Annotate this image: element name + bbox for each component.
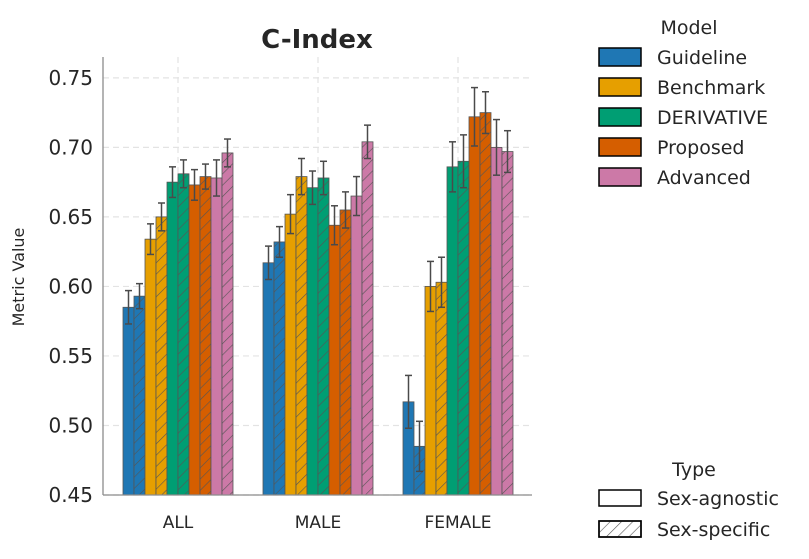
bar-hatch bbox=[134, 296, 145, 495]
y-tick-label: 0.70 bbox=[48, 135, 93, 159]
bar-proposed-all bbox=[188, 184, 201, 496]
bar-hatch bbox=[200, 176, 211, 496]
bar-advanced-female bbox=[490, 146, 503, 496]
bar-derivative-all bbox=[166, 181, 179, 496]
legend-label: Advanced bbox=[657, 167, 751, 189]
y-tick-label: 0.75 bbox=[48, 66, 93, 90]
legend-swatch-derivative bbox=[598, 107, 642, 127]
x-tick-label: FEMALE bbox=[424, 513, 491, 533]
error-bars bbox=[125, 86, 511, 473]
bar-proposed-male bbox=[328, 224, 341, 496]
bar-hatch bbox=[156, 216, 167, 495]
bar-proposed-female bbox=[468, 116, 481, 496]
legend-label: Benchmark bbox=[657, 77, 765, 99]
bar-hatch bbox=[480, 112, 491, 495]
y-tick-label: 0.45 bbox=[48, 483, 93, 507]
bar-guideline-male bbox=[262, 262, 275, 496]
legend-swatch-hatch bbox=[598, 520, 642, 538]
legend-swatch-proposed bbox=[598, 137, 642, 157]
bar-derivative-male bbox=[306, 187, 319, 496]
y-tick-label: 0.55 bbox=[48, 344, 93, 368]
bar-benchmark-all bbox=[144, 238, 157, 496]
bar-benchmark-female bbox=[424, 286, 437, 496]
legend-swatch-guideline bbox=[598, 47, 642, 67]
bar-hatch bbox=[340, 209, 351, 495]
chart-title: C-Index bbox=[261, 25, 373, 55]
bar-derivative-female bbox=[446, 166, 459, 496]
legend-label: Proposed bbox=[657, 137, 744, 159]
axes bbox=[102, 57, 532, 496]
legend-label: DERIVATIVE bbox=[657, 107, 768, 129]
bar-advanced-all bbox=[210, 177, 223, 496]
y-tick-label: 0.60 bbox=[48, 274, 93, 298]
legend-model-title: Model bbox=[660, 17, 717, 39]
y-tick-label: 0.50 bbox=[48, 413, 93, 437]
bar-hatch bbox=[502, 151, 513, 496]
bar-hatch bbox=[274, 241, 285, 495]
bar-benchmark-male bbox=[284, 213, 297, 496]
legend-swatch-type bbox=[598, 489, 642, 507]
x-tick-label: MALE bbox=[295, 513, 342, 533]
legend-label: Sex-agnostic bbox=[657, 488, 779, 510]
legend-type: Type Sex-agnostic Sex-specific bbox=[598, 459, 779, 541]
legend-type-title: Type bbox=[671, 459, 716, 481]
y-tick-label: 0.65 bbox=[48, 205, 93, 229]
legend-swatch-advanced bbox=[598, 167, 642, 187]
bar-advanced-male bbox=[350, 195, 363, 496]
legend-model: Model Guideline Benchmark DERIVATIVE Propos… bbox=[598, 17, 768, 189]
bar-hatch bbox=[222, 152, 233, 495]
legend-swatch-benchmark bbox=[598, 77, 642, 97]
legend-label: Guideline bbox=[657, 47, 747, 69]
tick-labels: 0.45 0.50 0.55 0.60 0.65 0.70 0.75 ALL MALE FEMAL… bbox=[48, 66, 491, 533]
bar-hatch bbox=[458, 161, 469, 496]
bar-hatch bbox=[296, 176, 307, 496]
bar-guideline-all bbox=[122, 306, 135, 496]
bar-hatch bbox=[436, 282, 447, 495]
y-axis-label: Metric Value bbox=[9, 228, 28, 327]
legend-label: Sex-specific bbox=[657, 519, 770, 541]
bar-hatch bbox=[178, 173, 189, 496]
bar-hatch bbox=[362, 141, 373, 496]
bar-hatch bbox=[318, 177, 329, 495]
x-tick-label: ALL bbox=[163, 513, 194, 533]
